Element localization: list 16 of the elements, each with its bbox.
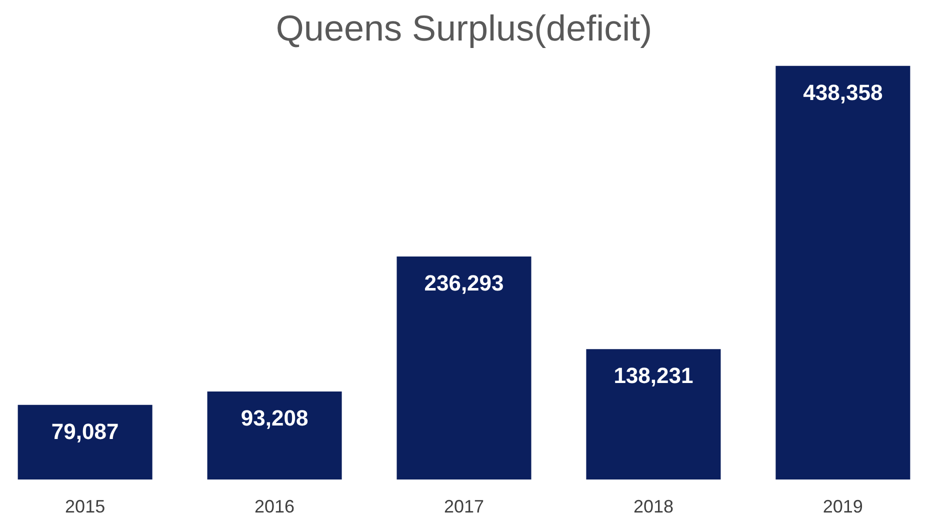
data-label: 93,208 (240, 406, 308, 431)
x-tick-label: 2017 (444, 496, 484, 515)
data-label: 236,293 (424, 270, 504, 296)
x-tick-label: 2016 (254, 496, 295, 515)
data-label: 79,087 (51, 418, 119, 444)
bar (586, 349, 721, 480)
chart-title: Queens Surplus(deficit) (276, 8, 652, 48)
bar (18, 404, 152, 480)
x-tick-label: 2015 (65, 496, 106, 515)
data-label: 438,358 (803, 80, 883, 105)
data-label: 138,231 (614, 363, 694, 388)
bar (776, 66, 910, 480)
bar (207, 392, 342, 480)
x-tick-label: 2019 (822, 496, 863, 515)
x-tick-label: 2018 (633, 496, 674, 515)
bar (396, 256, 532, 480)
